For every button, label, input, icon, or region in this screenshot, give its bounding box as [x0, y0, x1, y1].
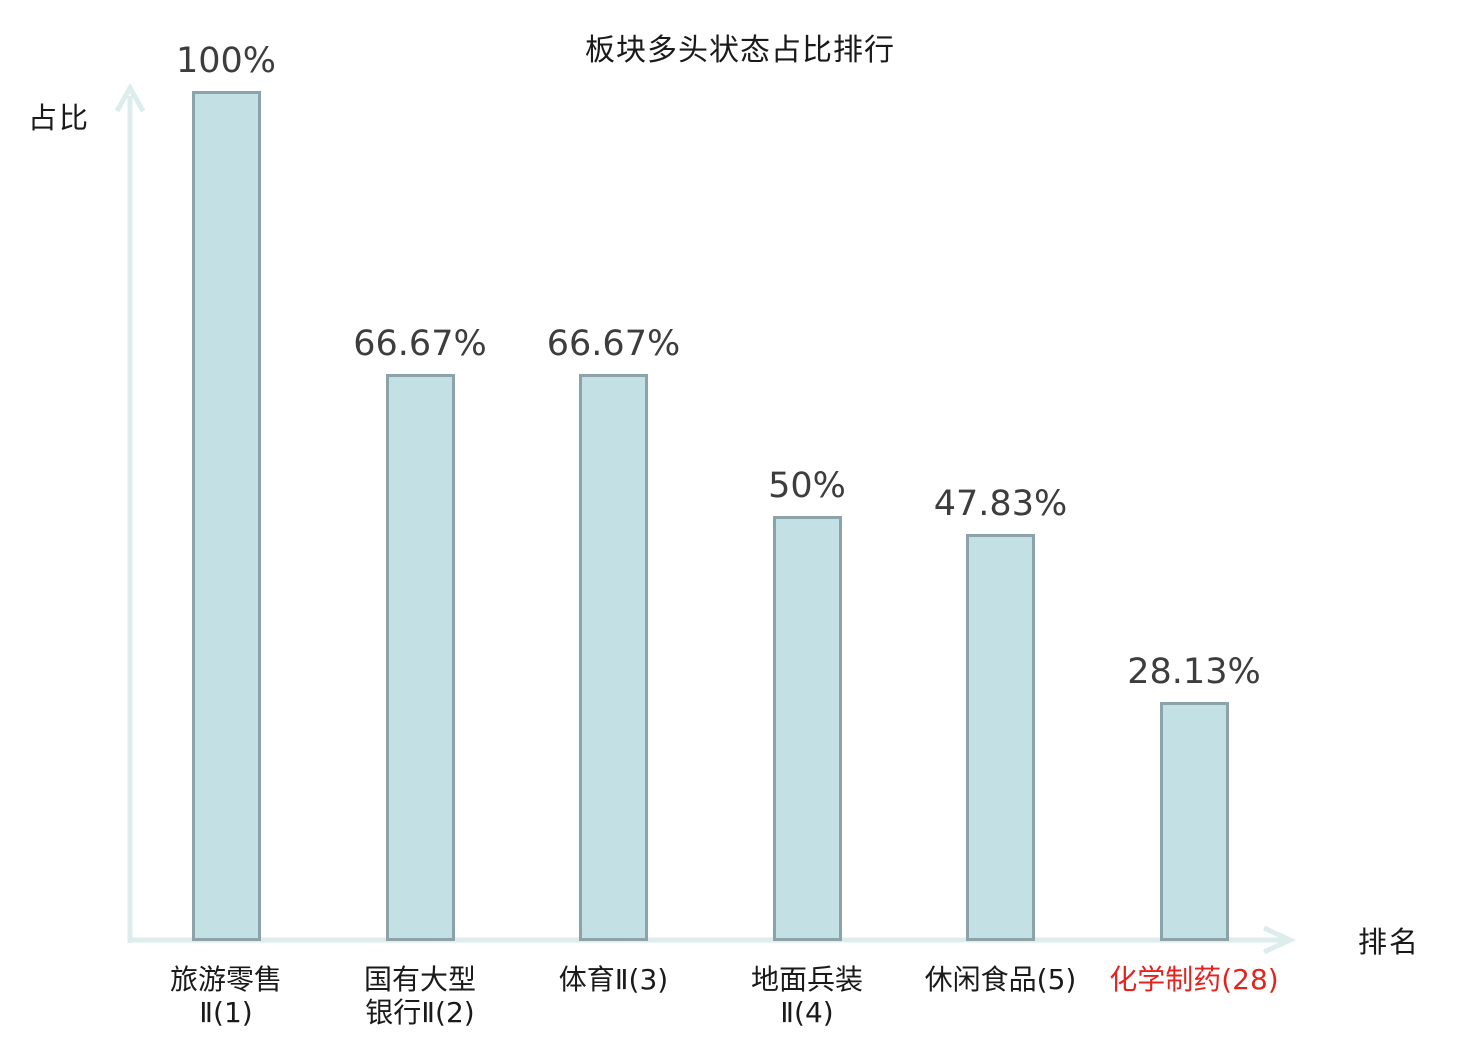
bar-category-label: 地面兵装 Ⅱ(4) — [750, 963, 864, 1029]
x-axis-label: 排名 — [1358, 925, 1421, 959]
bar-value-label: 66.67% — [546, 324, 681, 364]
bar-category-label: 国有大型 银行Ⅱ(2) — [363, 963, 477, 1029]
bar-value-label: 100% — [175, 41, 277, 81]
x-axis-arrow-icon — [1262, 925, 1296, 955]
bar-category-label: 旅游零售 Ⅱ(1) — [169, 963, 283, 1029]
bar-value-label: 66.67% — [353, 324, 487, 364]
bar — [1159, 702, 1229, 941]
bar-category-label: 休闲食品(5) — [924, 963, 1077, 996]
bar-value-label: 47.83% — [933, 484, 1068, 524]
bar — [191, 91, 261, 941]
bar-category-label: 体育Ⅱ(3) — [558, 963, 669, 996]
bar-value-label: 28.13% — [1127, 652, 1261, 692]
y-axis — [114, 82, 146, 943]
bar — [772, 516, 842, 941]
y-axis-label: 占比 — [28, 101, 91, 135]
chart-title: 板块多头状态占比排行 — [585, 33, 895, 68]
bar — [579, 374, 648, 941]
y-axis-arrow-icon — [114, 82, 146, 113]
bar-value-label: 50% — [768, 466, 846, 506]
bar-category-label: 化学制药(28) — [1109, 963, 1279, 996]
x-axis — [128, 925, 1296, 955]
bar — [966, 534, 1035, 941]
bar — [385, 374, 455, 941]
